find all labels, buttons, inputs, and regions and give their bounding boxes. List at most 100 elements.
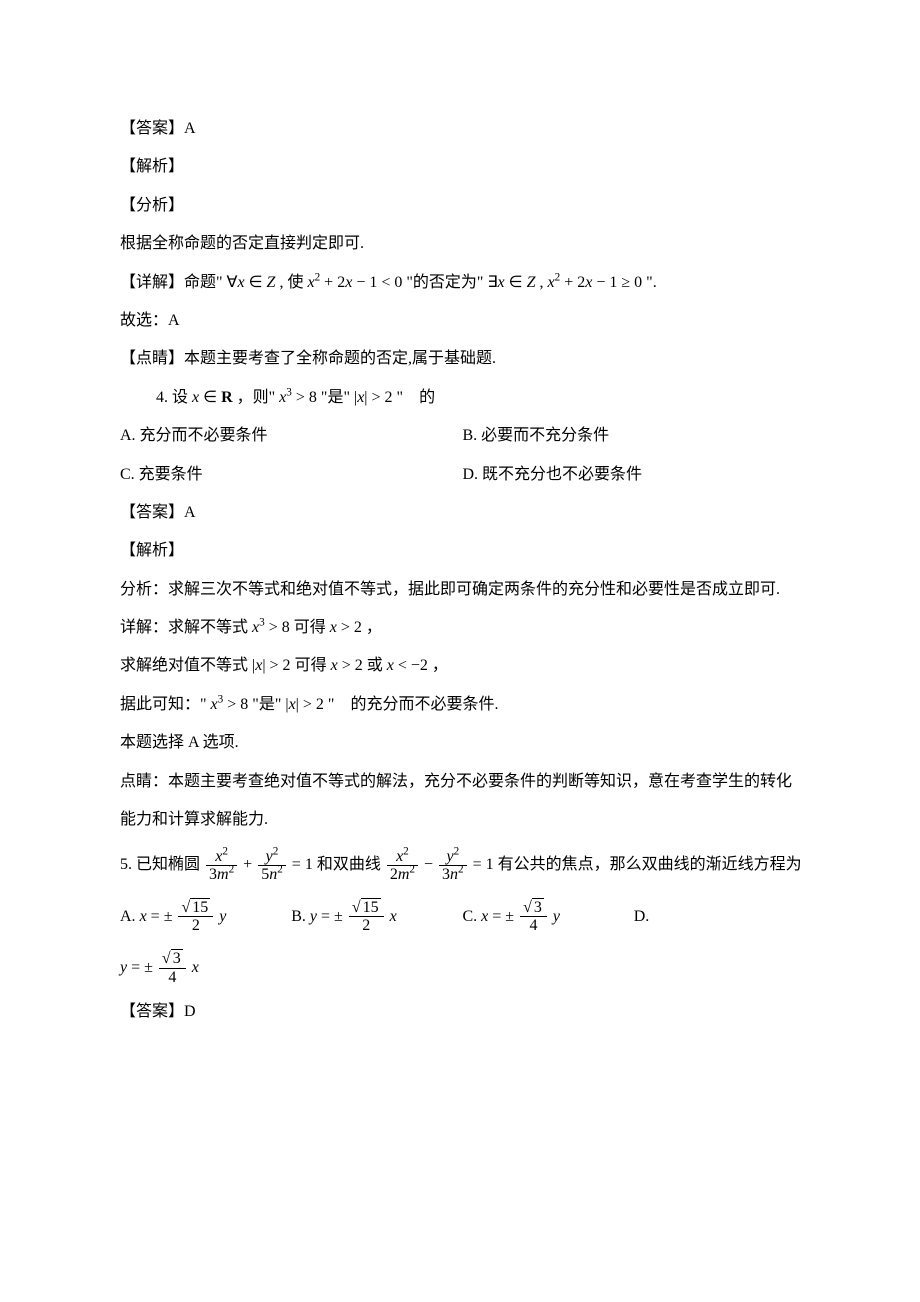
answer-label: 【答案】A — [120, 110, 805, 148]
question-stem: 5. 已知椭圆 x23m2 + y25n2 = 1 和双曲线 x22m2 − y… — [120, 839, 805, 890]
text: " 的充分而不必要条件. — [328, 696, 499, 713]
math-expr: x — [331, 657, 338, 674]
question-stem: 4. 设 x ∈ R ，则" x3 > 8 "是" |x| > 2 " 的 — [120, 379, 805, 417]
text: 5. 已知椭圆 — [120, 856, 204, 873]
text: , — [536, 274, 548, 291]
text: 4. 设 — [156, 389, 192, 406]
choice-label: D. — [634, 908, 650, 925]
math-expr: Z — [527, 274, 536, 291]
choice-row: C. 充要条件 D. 既不充分也不必要条件 — [120, 456, 805, 494]
text-line: 本题选择 A 选项. — [120, 724, 805, 762]
fraction: x23m2 — [206, 848, 237, 884]
math-expr: x — [192, 959, 199, 976]
section-label: 【分析】 — [120, 187, 805, 225]
text-line: 【详解】命题" ∀x ∈ Z , 使 x2 + 2x − 1 < 0 "的否定为… — [120, 264, 805, 302]
text: ，则" — [237, 389, 280, 406]
text: 和双曲线 — [317, 856, 385, 873]
fraction: √34 — [159, 950, 186, 986]
math-expr: + 2 — [560, 274, 585, 291]
math-expr: ∈ — [199, 389, 221, 406]
choice-label: A. — [120, 908, 140, 925]
text: 可得 — [294, 619, 330, 636]
fraction: y23n2 — [439, 848, 467, 884]
choice-A: A. 充分而不必要条件 — [120, 417, 463, 455]
text: 或 — [367, 657, 387, 674]
math-op: = ± — [488, 908, 514, 925]
math-expr: x — [238, 274, 245, 291]
choice-D: D. — [634, 891, 805, 942]
choice-B: B. y = ± √152 x — [291, 891, 462, 942]
text: "是" — [321, 389, 354, 406]
math-op: + — [243, 856, 256, 873]
math-expr: y — [219, 908, 226, 925]
math-op: = 1 — [292, 856, 313, 873]
math-expr: x — [289, 696, 296, 713]
math-expr: x — [498, 274, 505, 291]
text-line: 根据全称命题的否定直接判定即可. — [120, 225, 805, 263]
text: 可得 — [295, 657, 331, 674]
analysis-label: 【解析】 — [120, 148, 805, 186]
fraction: √34 — [520, 899, 547, 935]
math-expr: x — [211, 696, 218, 713]
analysis-label: 【解析】 — [120, 532, 805, 570]
math-op: − — [424, 856, 437, 873]
fraction: √152 — [349, 899, 384, 935]
math-expr: > 2 — [337, 619, 362, 636]
math-expr: < −2 — [394, 657, 428, 674]
answer-label: 【答案】A — [120, 494, 805, 532]
choice-B: B. 必要而不充分条件 — [463, 417, 806, 455]
math-expr: x — [390, 908, 397, 925]
math-expr: y — [553, 908, 560, 925]
math-expr: − 1 ≥ 0 — [592, 274, 642, 291]
choice-row: A. x = ± √152 y B. y = ± √152 x C. x = ±… — [120, 891, 805, 942]
math-expr: > 2 — [338, 657, 363, 674]
choice-label: C. — [463, 908, 482, 925]
math-expr: > 8 — [265, 619, 290, 636]
text-line: 据此可知：" x3 > 8 "是" |x| > 2 " 的充分而不必要条件. — [120, 686, 805, 724]
text: 据此可知：" — [120, 696, 211, 713]
text-line: 详解：求解不等式 x3 > 8 可得 x > 2 ， — [120, 609, 805, 647]
fraction: √152 — [178, 899, 213, 935]
math-expr: > 8 — [292, 389, 317, 406]
text: ". — [646, 274, 657, 291]
choice-D-expr: y = ± √34 x — [120, 942, 805, 993]
math-op: = ± — [147, 908, 173, 925]
math-expr: > 8 — [223, 696, 248, 713]
math-expr: x — [140, 908, 147, 925]
math-expr: | > 2 — [296, 696, 324, 713]
text: " 的 — [397, 389, 436, 406]
fraction: x22m2 — [387, 848, 418, 884]
choice-C: C. 充要条件 — [120, 456, 463, 494]
math-op: = 1 — [473, 856, 494, 873]
choice-row: A. 充分而不必要条件 B. 必要而不充分条件 — [120, 417, 805, 455]
text: ， — [366, 619, 382, 636]
answer-label: 【答案】D — [120, 993, 805, 1031]
math-expr: − 1 < 0 — [352, 274, 402, 291]
math-expr: R — [221, 389, 233, 406]
choice-label: B. — [291, 908, 310, 925]
choice-D: D. 既不充分也不必要条件 — [463, 456, 806, 494]
text: 详解：求解不等式 — [120, 619, 252, 636]
math-expr: x — [307, 274, 314, 291]
text-line: 点睛：本题主要考查绝对值不等式的解法，充分不必要条件的判断等知识，意在考查学生的… — [120, 763, 805, 840]
text: "的否定为" — [406, 274, 487, 291]
fraction: y25n2 — [258, 848, 286, 884]
text: ， — [432, 657, 448, 674]
math-expr: ∈ — [245, 274, 267, 291]
math-expr: x — [548, 274, 555, 291]
math-expr: + 2 — [320, 274, 345, 291]
math-op: = ± — [317, 908, 343, 925]
text-line: 分析：求解三次不等式和绝对值不等式，据此即可确定两条件的充分性和必要性是否成立即… — [120, 571, 805, 609]
text-line: 求解绝对值不等式 |x| > 2 可得 x > 2 或 x < −2 ， — [120, 647, 805, 685]
math-expr: | > 2 — [364, 389, 392, 406]
math-expr: x — [387, 657, 394, 674]
text-line: 故选：A — [120, 302, 805, 340]
text: 求解绝对值不等式 — [120, 657, 252, 674]
text-line: 【点睛】本题主要考查了全称命题的否定,属于基础题. — [120, 340, 805, 378]
text: 有公共的焦点，那么双曲线的渐近线方程为 — [498, 856, 802, 873]
text: "是" — [252, 696, 285, 713]
text: , 使 — [275, 274, 307, 291]
math-op: = ± — [127, 959, 153, 976]
math-expr: ∀ — [227, 274, 238, 291]
text: 【详解】命题" — [120, 274, 227, 291]
